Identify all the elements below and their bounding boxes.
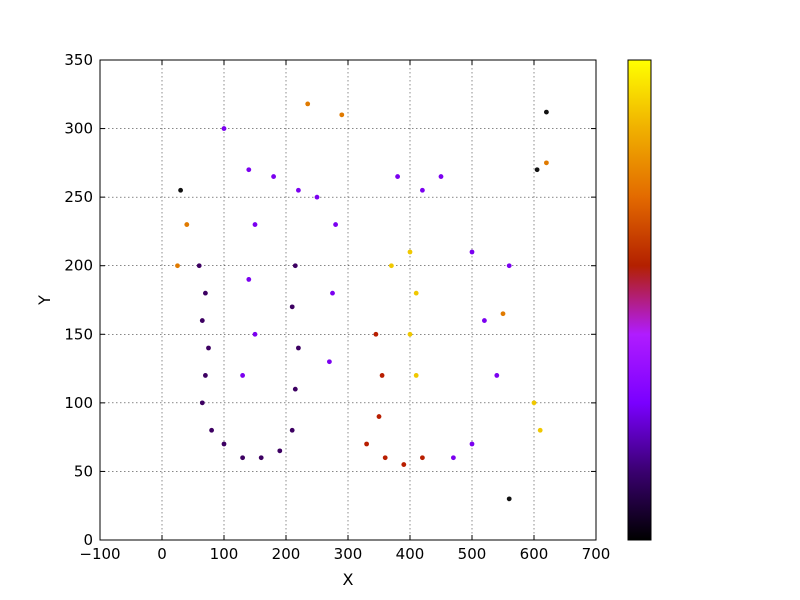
data-point bbox=[379, 373, 385, 378]
data-point bbox=[494, 373, 500, 378]
data-point bbox=[500, 311, 506, 317]
data-point bbox=[203, 290, 208, 296]
data-point bbox=[240, 455, 246, 461]
y-tick-label: 350 bbox=[64, 51, 93, 69]
data-point bbox=[175, 263, 180, 269]
y-tick-label: 250 bbox=[64, 188, 93, 206]
x-tick-label: 100 bbox=[210, 545, 239, 563]
x-tick-label: −100 bbox=[79, 545, 120, 563]
data-point bbox=[305, 101, 311, 107]
data-point bbox=[534, 167, 540, 173]
x-tick-label: 400 bbox=[396, 545, 425, 563]
x-tick-label: 700 bbox=[582, 545, 611, 563]
data-point bbox=[413, 373, 419, 378]
x-tick-label: 500 bbox=[458, 545, 487, 563]
data-point bbox=[531, 400, 537, 406]
x-tick-label: 0 bbox=[157, 545, 167, 563]
data-point bbox=[206, 345, 211, 351]
data-point bbox=[373, 331, 379, 337]
y-tick-label: 100 bbox=[64, 394, 93, 412]
x-tick-label: 200 bbox=[272, 545, 301, 563]
grid-lines bbox=[100, 60, 596, 540]
data-point bbox=[395, 174, 400, 179]
data-point bbox=[271, 174, 276, 179]
data-point bbox=[296, 187, 301, 193]
data-point bbox=[389, 263, 394, 269]
data-point bbox=[209, 427, 215, 433]
data-point bbox=[401, 462, 407, 467]
data-point bbox=[482, 318, 487, 323]
data-point bbox=[199, 318, 205, 323]
data-point bbox=[407, 331, 413, 337]
data-point bbox=[469, 441, 475, 447]
scatter-points bbox=[175, 101, 549, 502]
y-tick-label: 300 bbox=[64, 120, 93, 138]
data-point bbox=[451, 455, 456, 461]
data-point bbox=[221, 126, 227, 131]
x-tick-label: 300 bbox=[334, 545, 363, 563]
data-point bbox=[330, 290, 335, 296]
y-axis-label: Y bbox=[35, 295, 54, 306]
data-point bbox=[413, 290, 419, 296]
data-point bbox=[506, 263, 512, 269]
y-tick-label: 200 bbox=[64, 257, 93, 275]
data-point bbox=[199, 400, 205, 406]
data-point bbox=[178, 187, 184, 193]
y-tick-label: 50 bbox=[74, 462, 93, 480]
data-point bbox=[184, 222, 190, 227]
data-point bbox=[240, 373, 246, 378]
axis-ticks: −100 0 100 200 300 400 500 600 70005010015020025… bbox=[64, 51, 610, 563]
data-point bbox=[339, 112, 345, 118]
y-tick-label: 0 bbox=[83, 531, 93, 549]
data-point bbox=[469, 249, 475, 255]
data-point bbox=[246, 277, 252, 282]
data-point bbox=[407, 249, 413, 255]
data-point bbox=[327, 359, 332, 365]
x-tick-label: 600 bbox=[520, 545, 549, 563]
data-point bbox=[292, 263, 298, 269]
data-point bbox=[420, 187, 425, 193]
data-point bbox=[252, 331, 258, 337]
data-point bbox=[376, 414, 382, 419]
data-point bbox=[438, 174, 444, 179]
data-point bbox=[506, 496, 512, 502]
data-point bbox=[289, 427, 295, 433]
data-point bbox=[537, 427, 543, 433]
data-point bbox=[382, 455, 388, 461]
data-point bbox=[544, 109, 549, 115]
data-point bbox=[544, 160, 549, 166]
x-axis-label: X bbox=[343, 570, 354, 589]
data-point bbox=[221, 441, 227, 447]
data-point bbox=[258, 455, 264, 461]
data-point bbox=[314, 194, 320, 200]
data-point bbox=[296, 345, 301, 351]
data-point bbox=[196, 263, 202, 269]
data-point bbox=[252, 222, 258, 227]
data-point bbox=[292, 386, 298, 392]
data-point bbox=[289, 304, 295, 310]
data-point bbox=[246, 167, 252, 173]
colorbar bbox=[627, 59, 652, 541]
data-point bbox=[203, 373, 208, 378]
data-point bbox=[333, 222, 338, 227]
data-point bbox=[364, 441, 369, 447]
data-point bbox=[420, 455, 425, 461]
data-point bbox=[277, 448, 283, 454]
y-tick-label: 150 bbox=[64, 325, 93, 343]
